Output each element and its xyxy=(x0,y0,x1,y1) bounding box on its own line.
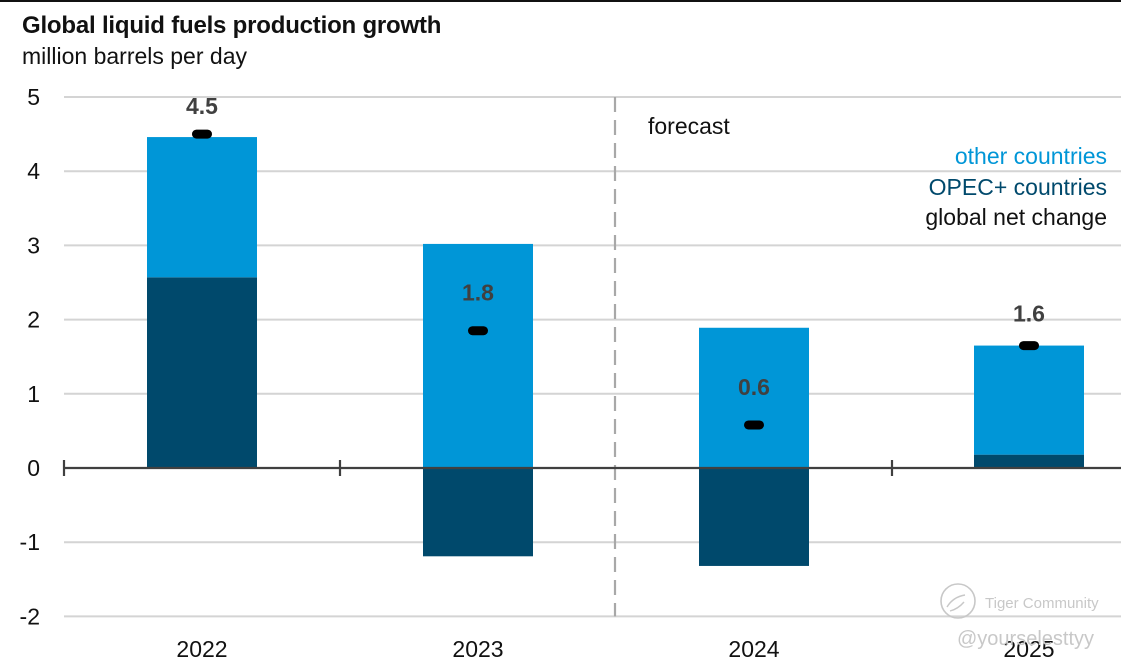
net-change-marker-2024 xyxy=(744,420,764,430)
tiger-logo-icon xyxy=(940,583,976,619)
y-axis-ticks: 5 4 3 2 1 0 -1 -2 xyxy=(20,84,41,629)
y-tick-label-4: 4 xyxy=(27,158,40,184)
data-labels: 4.5 1.8 0.6 1.6 xyxy=(186,93,1045,400)
y-tick-label-3: 3 xyxy=(27,232,40,258)
net-change-marker-2025 xyxy=(1019,341,1039,351)
y-tick-label-2: 2 xyxy=(27,307,40,333)
x-axis xyxy=(62,460,1121,476)
data-label-2024: 0.6 xyxy=(738,374,770,400)
y-tick-label--2: -2 xyxy=(20,603,40,629)
legend: other countries OPEC+ countries global net… xyxy=(925,143,1107,230)
legend-item-global-net-change: global net change xyxy=(925,204,1107,230)
y-tick-label-1: 1 xyxy=(27,381,40,407)
bars xyxy=(147,137,1084,566)
bar-2023-opec-countries xyxy=(423,468,533,557)
legend-item-other-countries: other countries xyxy=(955,143,1107,169)
bar-2025-other-countries xyxy=(974,345,1084,455)
watermark: Tiger Community @yourselesttyy xyxy=(940,583,1099,650)
bar-2025-opec-countries xyxy=(974,454,1084,468)
bar-2022-opec-countries xyxy=(147,277,257,468)
data-label-2025: 1.6 xyxy=(1013,301,1045,327)
x-tick-label-2022: 2022 xyxy=(176,636,227,662)
y-tick-label-0: 0 xyxy=(27,455,40,481)
x-tick-label-2024: 2024 xyxy=(728,636,779,662)
chart-title: Global liquid fuels production growth xyxy=(22,12,442,39)
tiger-logo-stroke xyxy=(946,594,966,612)
data-label-2022: 4.5 xyxy=(186,93,218,119)
net-change-marker-2022 xyxy=(192,129,212,139)
y-tick-label-5: 5 xyxy=(27,84,40,110)
bar-2024-other-countries xyxy=(699,327,809,468)
x-tick-label-2025: 2025 xyxy=(1003,636,1054,662)
y-tick-label--1: -1 xyxy=(20,529,40,555)
top-border xyxy=(0,0,1121,2)
forecast-annotation: forecast xyxy=(648,113,730,139)
x-axis-tick-labels: 2022 2023 2024 2025 xyxy=(176,636,1054,662)
net-change-markers xyxy=(192,129,1039,430)
watermark-handle: @yourselesttyy xyxy=(957,628,1094,650)
watermark-brand: Tiger Community xyxy=(985,595,1099,612)
bar-2023-other-countries xyxy=(423,243,533,468)
bar-2022-other-countries xyxy=(147,137,257,278)
data-label-2023: 1.8 xyxy=(462,280,494,306)
chart-subtitle: million barrels per day xyxy=(22,43,247,69)
legend-item-opec-countries: OPEC+ countries xyxy=(929,174,1107,200)
net-change-marker-2023 xyxy=(468,326,488,336)
x-tick-label-2023: 2023 xyxy=(452,636,503,662)
bar-2024-opec-countries xyxy=(699,468,809,566)
